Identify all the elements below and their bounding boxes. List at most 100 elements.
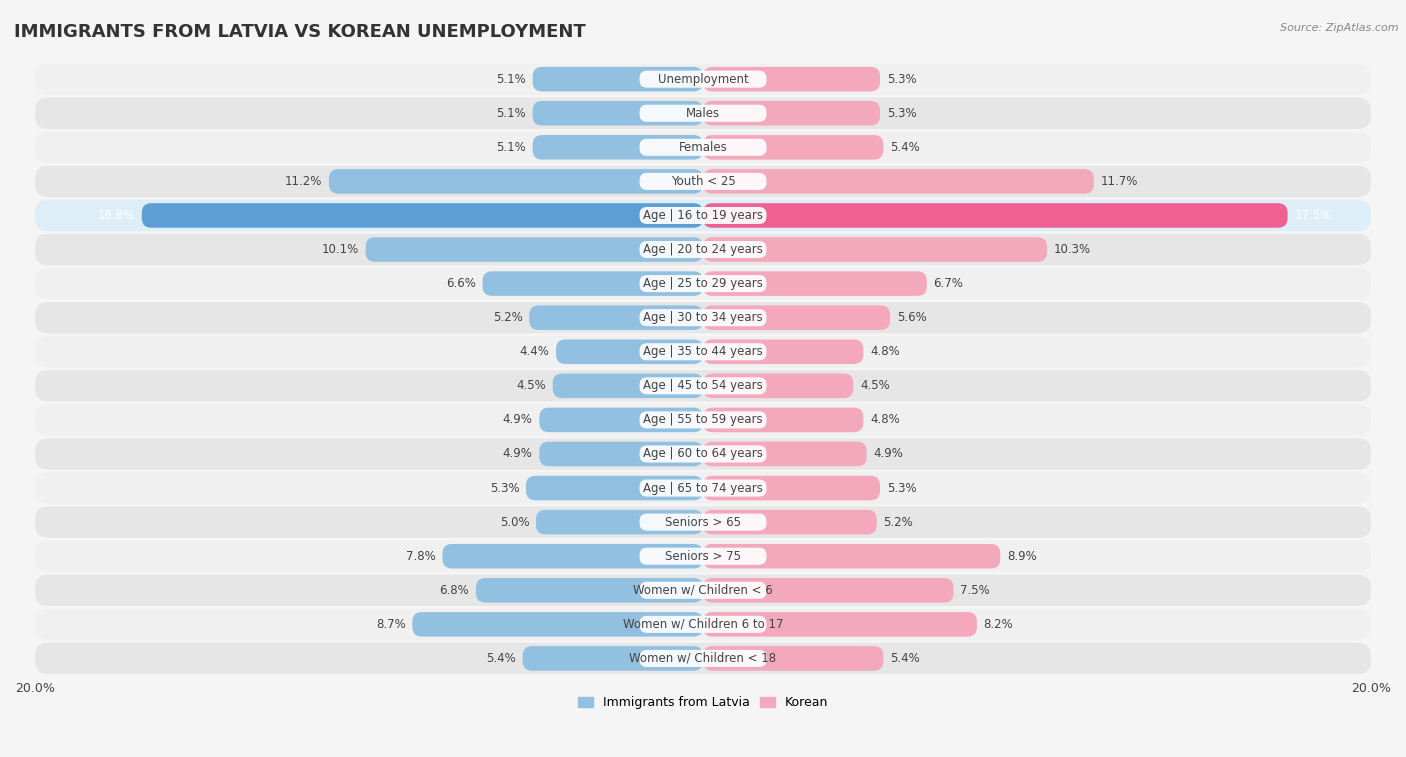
FancyBboxPatch shape — [703, 510, 877, 534]
Text: 6.6%: 6.6% — [446, 277, 475, 290]
Text: 4.5%: 4.5% — [516, 379, 546, 392]
FancyBboxPatch shape — [35, 609, 1371, 640]
Text: Unemployment: Unemployment — [658, 73, 748, 86]
FancyBboxPatch shape — [703, 646, 883, 671]
FancyBboxPatch shape — [703, 612, 977, 637]
FancyBboxPatch shape — [35, 336, 1371, 367]
FancyBboxPatch shape — [555, 339, 703, 364]
FancyBboxPatch shape — [640, 513, 766, 531]
Text: Women w/ Children < 18: Women w/ Children < 18 — [630, 652, 776, 665]
FancyBboxPatch shape — [443, 544, 703, 569]
Text: 5.3%: 5.3% — [887, 73, 917, 86]
FancyBboxPatch shape — [35, 404, 1371, 435]
Text: Age | 60 to 64 years: Age | 60 to 64 years — [643, 447, 763, 460]
Text: Youth < 25: Youth < 25 — [671, 175, 735, 188]
FancyBboxPatch shape — [703, 101, 880, 126]
FancyBboxPatch shape — [703, 578, 953, 603]
FancyBboxPatch shape — [640, 411, 766, 428]
Text: 10.3%: 10.3% — [1053, 243, 1091, 256]
Text: 5.6%: 5.6% — [897, 311, 927, 324]
FancyBboxPatch shape — [703, 442, 866, 466]
Text: 5.1%: 5.1% — [496, 107, 526, 120]
Text: 5.0%: 5.0% — [499, 516, 529, 528]
FancyBboxPatch shape — [482, 271, 703, 296]
FancyBboxPatch shape — [703, 544, 1000, 569]
FancyBboxPatch shape — [475, 578, 703, 603]
Legend: Immigrants from Latvia, Korean: Immigrants from Latvia, Korean — [572, 691, 834, 714]
FancyBboxPatch shape — [640, 343, 766, 360]
Text: Source: ZipAtlas.com: Source: ZipAtlas.com — [1281, 23, 1399, 33]
Text: 5.1%: 5.1% — [496, 141, 526, 154]
FancyBboxPatch shape — [329, 169, 703, 194]
Text: 4.8%: 4.8% — [870, 345, 900, 358]
Text: 5.3%: 5.3% — [887, 481, 917, 494]
Text: 4.9%: 4.9% — [503, 413, 533, 426]
FancyBboxPatch shape — [703, 373, 853, 398]
Text: Age | 45 to 54 years: Age | 45 to 54 years — [643, 379, 763, 392]
Text: IMMIGRANTS FROM LATVIA VS KOREAN UNEMPLOYMENT: IMMIGRANTS FROM LATVIA VS KOREAN UNEMPLO… — [14, 23, 586, 41]
FancyBboxPatch shape — [640, 582, 766, 599]
Text: 4.8%: 4.8% — [870, 413, 900, 426]
Text: 6.7%: 6.7% — [934, 277, 963, 290]
Text: Age | 35 to 44 years: Age | 35 to 44 years — [643, 345, 763, 358]
FancyBboxPatch shape — [35, 472, 1371, 503]
Text: 4.5%: 4.5% — [860, 379, 890, 392]
FancyBboxPatch shape — [35, 575, 1371, 606]
FancyBboxPatch shape — [640, 241, 766, 258]
FancyBboxPatch shape — [35, 302, 1371, 333]
FancyBboxPatch shape — [703, 271, 927, 296]
Text: Age | 25 to 29 years: Age | 25 to 29 years — [643, 277, 763, 290]
FancyBboxPatch shape — [640, 173, 766, 190]
Text: Males: Males — [686, 107, 720, 120]
Text: 8.2%: 8.2% — [984, 618, 1014, 631]
Text: 17.5%: 17.5% — [1295, 209, 1331, 222]
FancyBboxPatch shape — [640, 479, 766, 497]
FancyBboxPatch shape — [640, 616, 766, 633]
FancyBboxPatch shape — [703, 305, 890, 330]
FancyBboxPatch shape — [35, 132, 1371, 163]
FancyBboxPatch shape — [640, 104, 766, 122]
Text: 11.7%: 11.7% — [1101, 175, 1137, 188]
FancyBboxPatch shape — [640, 70, 766, 88]
Text: Females: Females — [679, 141, 727, 154]
FancyBboxPatch shape — [35, 438, 1371, 469]
Text: 4.4%: 4.4% — [519, 345, 550, 358]
Text: 10.1%: 10.1% — [322, 243, 359, 256]
FancyBboxPatch shape — [35, 370, 1371, 401]
Text: Seniors > 75: Seniors > 75 — [665, 550, 741, 562]
FancyBboxPatch shape — [703, 237, 1047, 262]
FancyBboxPatch shape — [366, 237, 703, 262]
Text: 5.3%: 5.3% — [887, 107, 917, 120]
FancyBboxPatch shape — [142, 203, 703, 228]
FancyBboxPatch shape — [35, 506, 1371, 537]
FancyBboxPatch shape — [35, 643, 1371, 674]
FancyBboxPatch shape — [640, 139, 766, 156]
FancyBboxPatch shape — [526, 476, 703, 500]
Text: Women w/ Children 6 to 17: Women w/ Children 6 to 17 — [623, 618, 783, 631]
FancyBboxPatch shape — [640, 275, 766, 292]
FancyBboxPatch shape — [412, 612, 703, 637]
Text: 6.8%: 6.8% — [440, 584, 470, 597]
FancyBboxPatch shape — [540, 442, 703, 466]
FancyBboxPatch shape — [533, 135, 703, 160]
Text: 7.8%: 7.8% — [406, 550, 436, 562]
Text: Seniors > 65: Seniors > 65 — [665, 516, 741, 528]
FancyBboxPatch shape — [35, 234, 1371, 265]
Text: 5.2%: 5.2% — [494, 311, 523, 324]
Text: Age | 30 to 34 years: Age | 30 to 34 years — [643, 311, 763, 324]
FancyBboxPatch shape — [536, 510, 703, 534]
Text: 5.4%: 5.4% — [890, 652, 920, 665]
FancyBboxPatch shape — [640, 547, 766, 565]
FancyBboxPatch shape — [640, 377, 766, 394]
FancyBboxPatch shape — [35, 268, 1371, 299]
Text: 7.5%: 7.5% — [960, 584, 990, 597]
FancyBboxPatch shape — [35, 64, 1371, 95]
Text: 8.7%: 8.7% — [375, 618, 406, 631]
Text: Age | 55 to 59 years: Age | 55 to 59 years — [643, 413, 763, 426]
FancyBboxPatch shape — [703, 407, 863, 432]
FancyBboxPatch shape — [523, 646, 703, 671]
FancyBboxPatch shape — [553, 373, 703, 398]
Text: 5.2%: 5.2% — [883, 516, 912, 528]
Text: Age | 65 to 74 years: Age | 65 to 74 years — [643, 481, 763, 494]
Text: 4.9%: 4.9% — [503, 447, 533, 460]
